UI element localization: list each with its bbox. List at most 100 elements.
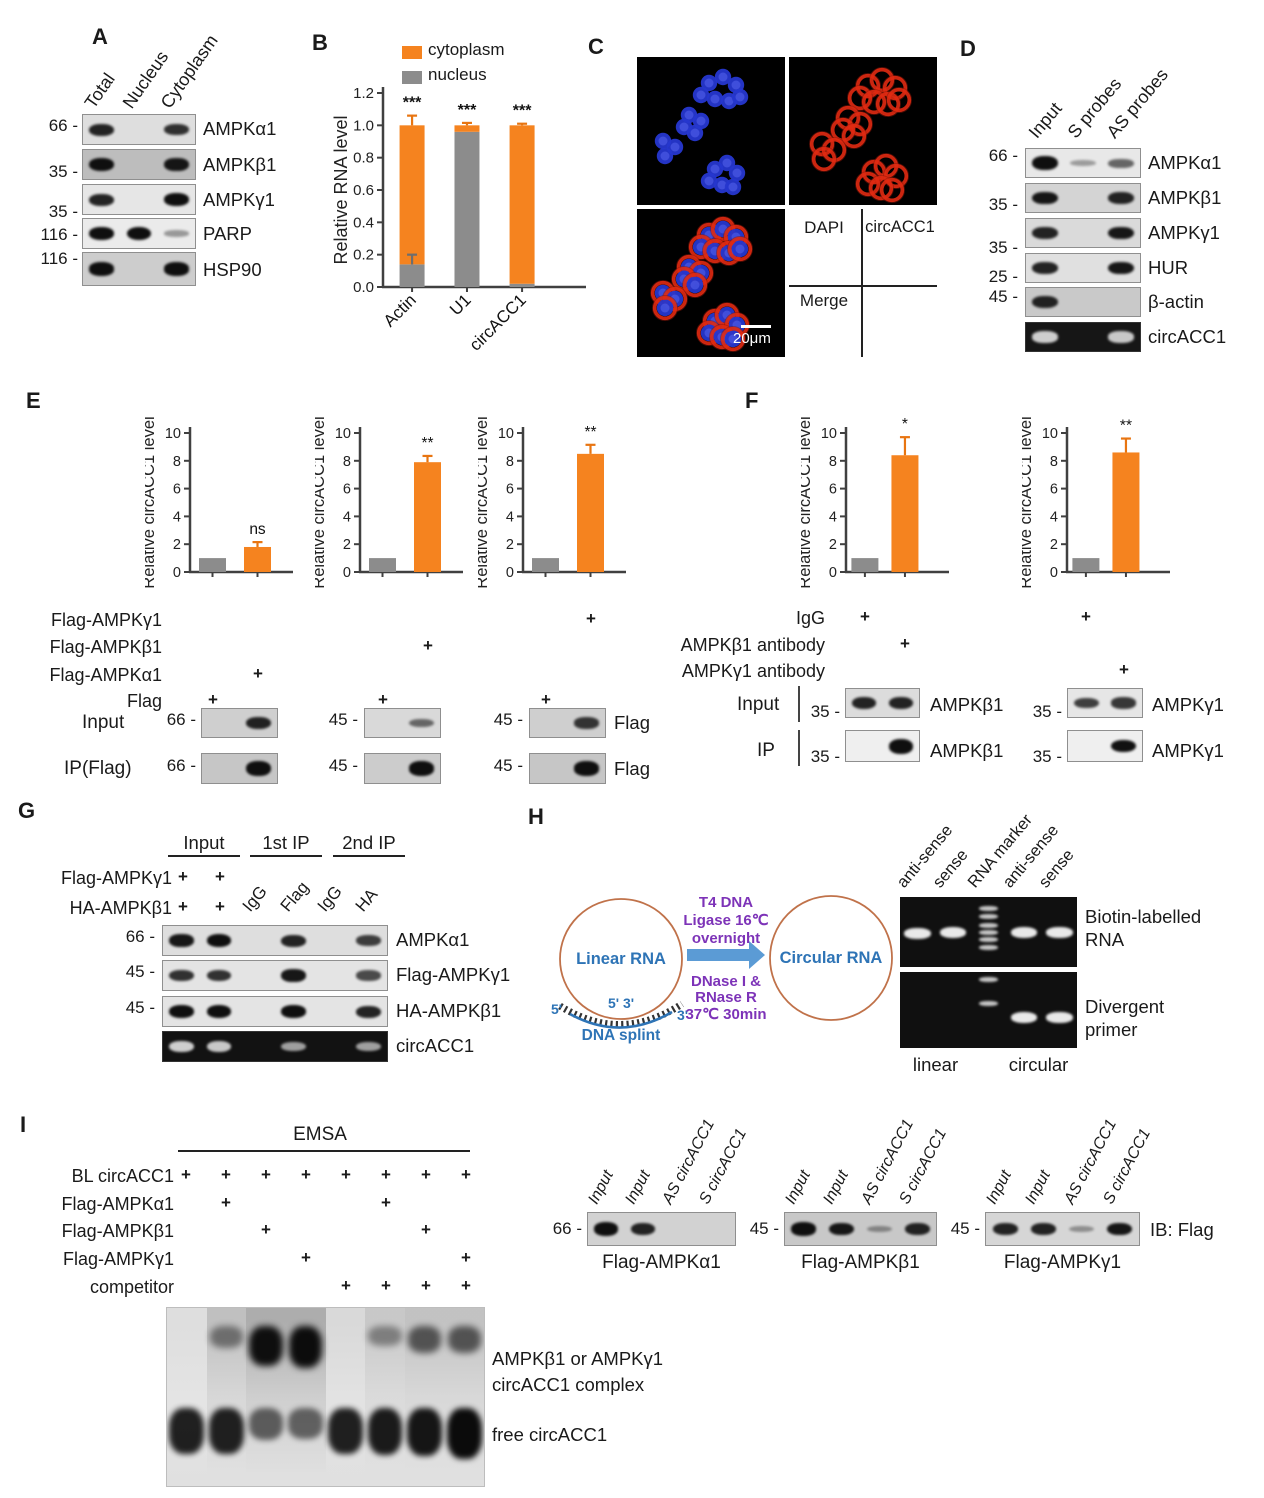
gel-g-circacc1 — [162, 1031, 388, 1062]
lane-label: Flag — [276, 877, 313, 916]
svg-text:0.8: 0.8 — [353, 150, 374, 167]
svg-text:Relative circACC1 level: Relative circACC1 level — [315, 416, 328, 588]
plus-mark: + — [421, 1165, 431, 1184]
blot-d-hur — [1025, 253, 1141, 283]
protein-band — [791, 1222, 817, 1236]
E3-svg: 0 2 4 6 8 10 Relative circACC1 level ** — [473, 416, 626, 589]
bar — [577, 453, 604, 572]
protein-label: AMPKγ1 — [1152, 740, 1224, 761]
svg-text:1.2: 1.2 — [353, 85, 374, 102]
svg-text:0: 0 — [1050, 565, 1058, 581]
complex-label-line2: circACC1 complex — [492, 1374, 645, 1395]
circacc1-signal — [720, 326, 746, 352]
svg-text:0: 0 — [173, 565, 181, 581]
svg-text:4: 4 — [343, 509, 351, 525]
condition-label: HA-AMPKβ1 — [69, 898, 172, 918]
protein-band — [1108, 226, 1134, 240]
condition-label: AMPKβ1 antibody — [680, 635, 825, 655]
plus-mark: + — [586, 609, 596, 628]
protein-band — [1108, 192, 1134, 204]
mw-marker: 66 - — [166, 756, 196, 775]
group-header-input: Input — [183, 832, 225, 853]
blot-a-hsp90 — [82, 252, 196, 286]
bar-nucleus — [454, 131, 480, 287]
circacc1-signal — [841, 123, 867, 149]
lane-label: Input — [1024, 98, 1066, 142]
lane-label: IgG — [313, 882, 346, 916]
underline — [168, 855, 240, 857]
complex-band — [447, 1325, 481, 1354]
plus-mark: + — [178, 867, 188, 886]
complex-band — [249, 1325, 283, 1367]
circacc1-chart-igg-g1: 0 2 4 6 8 10 Relative circACC1 level ** — [1017, 415, 1172, 615]
divergent-primer-gel — [900, 972, 1077, 1048]
complex-band — [407, 1325, 442, 1354]
protein-band — [1108, 261, 1134, 275]
lane-label: Input — [622, 1167, 654, 1208]
emsa-lane — [206, 1308, 247, 1486]
legend-swatch-cytoplasm — [402, 46, 422, 59]
panel-label-g: G — [18, 798, 36, 823]
blot-f-b1-ip — [845, 730, 920, 762]
bar-nucleus — [399, 264, 425, 287]
biotin-label-line1: Biotin-labelled — [1085, 906, 1202, 927]
protein-band — [164, 158, 189, 171]
gel-band — [978, 914, 999, 920]
protein-band — [281, 1041, 306, 1052]
gel-band — [1010, 1012, 1038, 1024]
protein-band — [852, 697, 877, 709]
protein-band — [89, 262, 114, 276]
panel-label-i: I — [20, 1112, 27, 1137]
condition-label: Flag-AMPKα1 — [61, 1194, 174, 1214]
mw-marker: 25 - — [988, 267, 1018, 286]
svg-text:10: 10 — [821, 426, 837, 442]
plus-mark: + — [423, 636, 433, 655]
protein-band — [89, 226, 114, 241]
panel-label-b: B — [312, 30, 328, 55]
protein-band — [169, 969, 194, 982]
dnase-line1: DNase I & — [691, 973, 761, 990]
protein-label: Flag-AMPKγ1 — [396, 964, 511, 985]
mw-marker: 35 - — [1032, 747, 1062, 766]
plus-mark: + — [381, 1193, 391, 1212]
svg-text:0: 0 — [829, 565, 837, 581]
end-5-3: 5' 3' — [608, 995, 634, 1011]
condition-label: BL circACC1 — [71, 1166, 174, 1186]
svg-text:1.0: 1.0 — [353, 117, 374, 134]
blot-a-ampkb1 — [82, 149, 196, 180]
arrow-head — [749, 941, 765, 969]
mw-marker: 66 - — [48, 116, 78, 135]
complex-band — [289, 1325, 323, 1369]
protein-band — [904, 1223, 930, 1235]
emsa-lane — [365, 1308, 405, 1486]
lane-label: Total — [80, 69, 119, 112]
svg-text:6: 6 — [173, 482, 181, 498]
blot-f-g1-input — [1067, 688, 1143, 718]
plus-mark: + — [421, 1220, 431, 1239]
gel-band — [904, 927, 931, 939]
svg-text:0: 0 — [343, 565, 351, 581]
protein-band — [1032, 155, 1058, 171]
group-header-2ndip: 2nd IP — [342, 832, 396, 853]
splint-hatch — [558, 1001, 684, 1028]
merge-cells — [637, 209, 785, 357]
protein-band — [169, 934, 194, 947]
blot-g-flag-ampkg1 — [162, 960, 388, 991]
circacc1-signal — [869, 67, 895, 93]
E1-svg: 0 2 4 6 8 10 Relative circACC1 level ns — [140, 416, 293, 589]
protein-band — [245, 761, 271, 776]
divider — [798, 730, 800, 766]
panel-label-d: D — [960, 36, 976, 61]
protein-band — [126, 226, 152, 241]
protein-label: AMPKβ1 — [203, 154, 277, 175]
splint-arc — [569, 1010, 673, 1029]
protein-label: β-actin — [1148, 291, 1204, 312]
emsa-title: EMSA — [293, 1124, 347, 1145]
svg-text:2: 2 — [829, 537, 837, 553]
gel-band — [978, 977, 999, 983]
protein-band — [89, 193, 114, 206]
protein-band — [829, 1222, 855, 1236]
legend-label-cytoplasm: cytoplasm — [428, 40, 505, 59]
svg-text:0.0: 0.0 — [353, 279, 374, 296]
bar — [199, 558, 226, 572]
